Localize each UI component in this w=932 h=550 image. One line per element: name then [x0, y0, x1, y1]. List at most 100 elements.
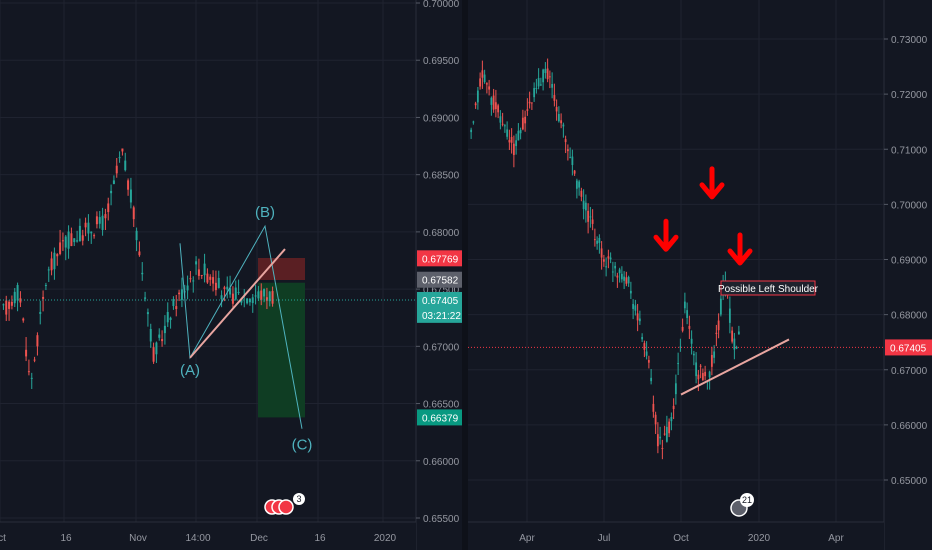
left-price-tick-label: 0.68500: [423, 171, 460, 182]
left-shoulder-annotation[interactable]: Possible Left Shoulder: [718, 280, 819, 296]
left-grid: [0, 0, 416, 522]
right-candle-body: [616, 275, 619, 278]
right-candle-body: [708, 371, 711, 378]
right-badge-circle: [740, 493, 754, 507]
left-price-tick-label: 0.66500: [423, 400, 460, 411]
left-time-tick-label: Nov: [129, 533, 147, 544]
left-candle-body: [59, 242, 62, 254]
right-candle-body: [557, 114, 560, 122]
right-candle-body: [663, 433, 666, 435]
left-candle-body: [214, 282, 217, 291]
left-trendline[interactable]: [189, 248, 286, 359]
right-arrows: [653, 166, 753, 266]
right-candle-body: [643, 343, 646, 350]
right-candle-body: [620, 273, 623, 280]
right-candle-body: [629, 290, 632, 294]
left-candle-body: [70, 233, 73, 247]
left-candle-body: [175, 306, 178, 310]
left-candle-body: [56, 254, 59, 257]
right-candle-body: [544, 68, 547, 74]
right-candle-body: [542, 69, 545, 83]
left-candle-body: [220, 295, 223, 300]
left-event-icon[interactable]: [278, 499, 294, 515]
right-candle-body: [497, 105, 500, 113]
left-time-axis[interactable]: ct 16 Nov 14:00 Dec 16 2020: [0, 521, 416, 550]
right-candle-body: [683, 301, 686, 309]
left-candle-body: [231, 293, 234, 304]
left-chart-pane[interactable]: (A)(B)(C) 0.700000.695000.690000.685000.…: [0, 0, 462, 550]
left-candle-body: [10, 301, 13, 306]
right-time-tick-label: Apr: [828, 533, 844, 544]
left-price-tick-label: 0.70000: [423, 0, 460, 10]
left-candle-body: [121, 148, 124, 152]
right-candle-body: [654, 414, 657, 425]
right-candle-body: [494, 102, 497, 110]
right-price-axis[interactable]: 0.73000 0.72000 0.71000 0.70000 0.69000 0.680…: [883, 0, 932, 550]
right-price-tick-label: 0.68000: [891, 311, 928, 322]
left-elliott-wave-line[interactable]: [179, 224, 303, 429]
left-position-stop-zone: [258, 258, 305, 280]
right-time-axis[interactable]: Apr Jul Oct 2020 Apr: [468, 521, 884, 550]
left-candle-body: [172, 299, 175, 306]
left-candle-body: [189, 278, 192, 280]
right-candle-body: [553, 95, 556, 101]
right-candle-body: [733, 338, 736, 350]
left-candle-body: [101, 215, 104, 230]
annotation-text: Possible Left Shoulder: [718, 284, 819, 295]
right-candle-body: [677, 363, 680, 365]
pane-divider[interactable]: [462, 0, 468, 550]
right-chart-pane[interactable]: Possible Left Shoulder 0.730000.720000.7…: [468, 0, 932, 550]
right-trendline[interactable]: [680, 338, 790, 396]
left-price-tick-label: 0.68000: [423, 228, 460, 239]
red-down-arrow-icon: [653, 218, 679, 252]
right-candle-body: [587, 210, 590, 222]
left-candle-body: [240, 298, 243, 303]
left-candle-body: [138, 251, 141, 256]
right-candle-body: [526, 109, 529, 111]
right-axis-bg: [884, 0, 932, 550]
right-candle-body: [539, 84, 542, 86]
left-events-badge[interactable]: 3: [264, 493, 305, 515]
right-candle-body: [490, 97, 493, 105]
right-candle-body: [686, 310, 689, 318]
right-candle-body: [713, 351, 716, 358]
left-candle-body: [50, 258, 53, 271]
right-time-tick-label: 2020: [748, 533, 771, 544]
right-candle-body: [562, 124, 565, 127]
right-candle-body: [652, 403, 655, 412]
right-candle-body: [634, 305, 637, 311]
right-price-tick-label: 0.71000: [891, 145, 928, 156]
left-candle-body: [223, 287, 226, 289]
left-candle-body: [263, 289, 266, 297]
left-price-axis[interactable]: 0.70000 0.69500 0.69000 0.68500 0.68000 0.675…: [415, 0, 462, 550]
right-candle-body: [690, 338, 693, 344]
left-candle-body: [16, 285, 19, 301]
left-price-tick-label: 0.69500: [423, 56, 460, 67]
left-price-label-bg: [417, 271, 462, 288]
right-events-badge[interactable]: 21: [730, 493, 754, 517]
right-candle-body: [481, 70, 484, 78]
right-price-tick-label: 0.66000: [891, 421, 928, 432]
right-candle-body: [737, 331, 740, 335]
left-candle-body: [135, 230, 138, 241]
right-candle-body: [582, 200, 585, 210]
left-candle-body: [78, 225, 81, 242]
right-time-axis-bg: [468, 522, 884, 550]
left-candle-body: [25, 349, 28, 357]
left-candle-body: [2, 304, 5, 306]
right-candle-body: [627, 276, 630, 284]
left-candle-body: [203, 263, 206, 276]
left-wave-label: (B): [255, 204, 275, 221]
right-candle-body: [731, 330, 734, 342]
right-candle-body: [625, 277, 628, 284]
left-candle-body: [30, 377, 33, 379]
right-candle-body: [688, 325, 691, 329]
left-candle-body: [169, 317, 172, 321]
left-candle-body: [226, 286, 229, 290]
right-candle-body: [560, 120, 563, 124]
right-candle-body: [589, 216, 592, 218]
right-price-tick-label: 0.69000: [891, 256, 928, 267]
left-price-tick-label: 0.67000: [423, 342, 460, 353]
right-candle-body: [483, 74, 486, 83]
